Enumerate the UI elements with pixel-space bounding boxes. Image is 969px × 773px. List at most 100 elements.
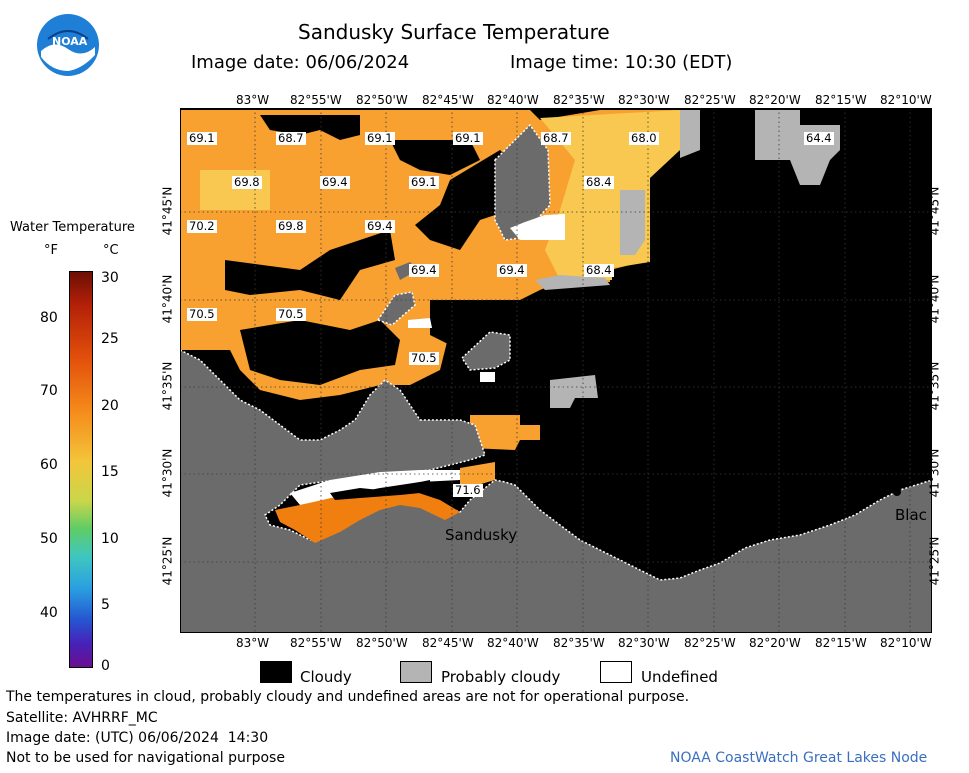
lon-tick-top: 82°30'W xyxy=(618,93,670,107)
legend-c-tick-30: 30 xyxy=(101,270,119,286)
temp-label: 69.1 xyxy=(409,175,439,189)
lon-tick-top: 82°50'W xyxy=(356,93,408,107)
probably-cloudy-4 xyxy=(550,375,598,408)
temp-label: 68.0 xyxy=(629,131,659,145)
lat-tick-right: 41°30'N xyxy=(927,448,942,498)
lat-tick-right: 41°35'N xyxy=(927,361,942,411)
footer-navigation: Not to be used for navigational purpose xyxy=(6,750,285,766)
legend-unit-f: °F xyxy=(44,243,58,258)
legend-f-tick-40: 40 xyxy=(40,605,58,621)
lon-tick-top: 82°35'W xyxy=(553,93,605,107)
undefined-area-1 xyxy=(510,214,565,240)
temp-label: 69.8 xyxy=(232,175,262,189)
noaa-logo-text: NOAA xyxy=(52,35,88,48)
key-cloudy-label: Cloudy xyxy=(300,668,352,686)
lon-tick-bottom: 82°25'W xyxy=(684,636,736,650)
probably-cloudy-2 xyxy=(755,110,840,185)
lat-tick-right: 41°40'N xyxy=(927,274,942,324)
footer-disclaimer: The temperatures in cloud, probably clou… xyxy=(6,689,690,705)
place-label-sandusky: Sandusky xyxy=(445,526,518,544)
probably-cloudy-1 xyxy=(680,110,700,158)
key-probably-cloudy-swatch xyxy=(400,661,432,683)
lat-tick-left: 41°40'N xyxy=(160,274,175,324)
lon-tick-bottom: 82°10'W xyxy=(880,636,932,650)
temp-label: 64.4 xyxy=(804,131,834,145)
cloud-patch-1 xyxy=(260,115,360,140)
legend-f-tick-50: 50 xyxy=(40,531,58,547)
temp-label: 69.1 xyxy=(365,131,395,145)
temp-label: 69.4 xyxy=(409,263,439,277)
legend-f-tick-60: 60 xyxy=(40,457,58,473)
legend-c-tick-0: 0 xyxy=(101,658,110,674)
undefined-area-2 xyxy=(408,318,432,328)
water-bay-edge xyxy=(460,462,495,490)
lon-tick-bottom: 82°45'W xyxy=(422,636,474,650)
map-svg xyxy=(180,108,932,633)
lat-tick-left: 41°25'N xyxy=(160,536,175,586)
lon-tick-bottom: 82°35'W xyxy=(553,636,605,650)
lon-tick-top: 82°40'W xyxy=(487,93,539,107)
lon-tick-top: 82°45'W xyxy=(422,93,474,107)
footer-satellite: Satellite: AVHRRF_MC xyxy=(6,710,158,726)
land-mainland xyxy=(180,349,932,633)
key-undefined-label: Undefined xyxy=(641,668,718,686)
lon-tick-bottom: 82°40'W xyxy=(487,636,539,650)
legend-c-tick-15: 15 xyxy=(101,464,119,480)
legend-f-tick-70: 70 xyxy=(40,383,58,399)
undefined-area-3 xyxy=(480,372,495,382)
temp-label: 69.4 xyxy=(320,175,350,189)
map-title: Sandusky Surface Temperature xyxy=(298,20,610,44)
footer-credit: NOAA CoastWatch Great Lakes Node xyxy=(670,750,928,766)
legend-f-tick-80: 80 xyxy=(40,310,58,326)
legend-unit-c: °C xyxy=(103,243,119,258)
temp-label: 69.1 xyxy=(453,131,483,145)
temp-label: 68.4 xyxy=(584,175,614,189)
image-time: Image time: 10:30 (EDT) xyxy=(510,52,733,73)
lon-tick-bottom: 82°50'W xyxy=(356,636,408,650)
cloud-bay-strip xyxy=(330,480,430,500)
place-label-black: Blac xyxy=(895,506,927,524)
cloud-patch-2 xyxy=(390,140,480,175)
lat-tick-left: 41°30'N xyxy=(160,448,175,498)
key-cloudy-swatch xyxy=(260,661,292,683)
key-undefined-swatch xyxy=(600,661,632,683)
footer-utc-date: Image date: (UTC) 06/06/2024 14:30 xyxy=(6,730,269,746)
cloud-patch-4 xyxy=(225,230,395,300)
temp-label: 71.6 xyxy=(453,483,483,497)
lon-tick-top: 82°10'W xyxy=(880,93,932,107)
town-marker-black xyxy=(893,488,901,496)
lon-tick-top: 83°W xyxy=(236,93,270,107)
temp-label: 69.4 xyxy=(497,263,527,277)
temp-label: 69.8 xyxy=(276,219,306,233)
lon-tick-top: 82°15'W xyxy=(815,93,867,107)
land-island-3 xyxy=(461,331,511,371)
temp-label: 70.5 xyxy=(276,307,306,321)
temp-label: 69.1 xyxy=(187,131,217,145)
lon-tick-top: 82°25'W xyxy=(684,93,736,107)
noaa-logo: NOAA xyxy=(36,13,100,77)
legend-c-tick-5: 5 xyxy=(101,597,110,613)
image-date: Image date: 06/06/2024 xyxy=(191,52,410,73)
legend-colorbar xyxy=(69,271,93,668)
lon-tick-top: 82°55'W xyxy=(290,93,342,107)
lon-tick-bottom: 82°20'W xyxy=(749,636,801,650)
lat-tick-left: 41°45'N xyxy=(160,186,175,236)
temp-label: 68.4 xyxy=(584,263,614,277)
lon-tick-bottom: 82°15'W xyxy=(815,636,867,650)
lon-tick-bottom: 83°W xyxy=(236,636,270,650)
cloud-patch-6 xyxy=(430,300,540,345)
probably-cloudy-3 xyxy=(620,190,645,255)
temp-label: 70.2 xyxy=(187,219,217,233)
graticule xyxy=(180,108,932,633)
lat-tick-right: 41°25'N xyxy=(927,536,942,586)
lon-tick-top: 82°20'W xyxy=(749,93,801,107)
lon-tick-bottom: 82°55'W xyxy=(290,636,342,650)
cloud-patch-5 xyxy=(240,320,400,385)
water-east-patch xyxy=(470,415,540,450)
key-probably-cloudy-label: Probably cloudy xyxy=(441,668,561,686)
legend-c-tick-25: 25 xyxy=(101,331,119,347)
lon-tick-bottom: 82°30'W xyxy=(618,636,670,650)
temp-label: 68.7 xyxy=(541,131,571,145)
legend-title: Water Temperature xyxy=(10,220,135,235)
probably-cloudy-5 xyxy=(535,275,610,290)
